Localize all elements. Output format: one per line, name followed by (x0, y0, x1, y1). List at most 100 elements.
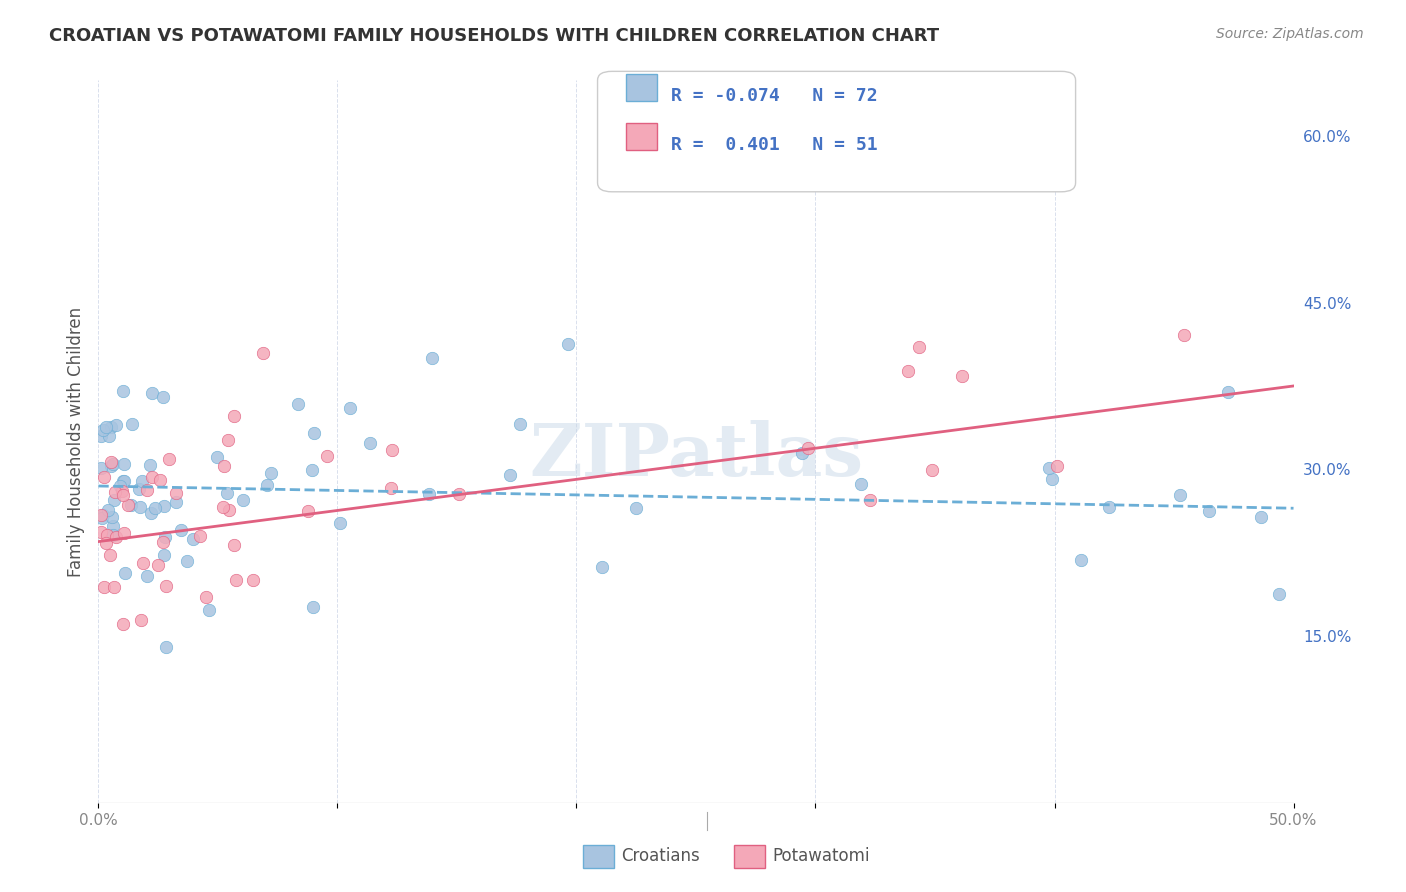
Point (105, 530, 128, 544)
Point (165, 495, 187, 509)
Point (224, 409, 246, 423)
Point (924, 162, 946, 177)
Point (212, 500, 235, 514)
Point (797, 441, 820, 455)
Point (152, 390, 174, 404)
Point (139, 506, 162, 520)
Point (100, 419, 122, 434)
Point (256, 478, 278, 492)
Point (302, 600, 325, 615)
Text: R =  0.401   N = 51: R = 0.401 N = 51 (671, 136, 877, 153)
Point (215, 485, 238, 500)
Point (129, 500, 152, 514)
Text: Croatians: Croatians (621, 847, 700, 865)
Point (152, 534, 174, 549)
Point (112, 525, 135, 540)
Point (94, 420, 117, 434)
Text: R = -0.074   N = 72: R = -0.074 N = 72 (671, 87, 877, 104)
Point (232, 493, 254, 508)
Point (849, 477, 872, 491)
Point (132, 557, 155, 571)
Point (420, 351, 443, 366)
Point (181, 532, 204, 546)
Point (101, 510, 124, 524)
Point (218, 503, 240, 517)
Point (97, 503, 120, 517)
Point (1040, 472, 1063, 486)
Point (1098, 500, 1121, 514)
Point (509, 417, 531, 431)
Text: CROATIAN VS POTAWATOMI FAMILY HOUSEHOLDS WITH CHILDREN CORRELATION CHART: CROATIAN VS POTAWATOMI FAMILY HOUSEHOLDS… (49, 27, 939, 45)
Point (1070, 553, 1092, 567)
Point (131, 474, 153, 488)
Point (121, 417, 143, 431)
Point (110, 484, 132, 499)
Point (120, 498, 142, 512)
Point (176, 554, 198, 568)
Point (141, 470, 163, 484)
Point (100, 458, 122, 473)
Point (149, 473, 172, 487)
Point (128, 482, 150, 496)
Point (98, 429, 121, 443)
Point (101, 528, 124, 542)
Point (96, 527, 118, 541)
Point (153, 499, 176, 513)
Point (90, 510, 112, 524)
Point (94, 535, 117, 549)
Point (1218, 384, 1240, 399)
Point (499, 468, 522, 483)
Point (155, 579, 177, 593)
Point (381, 443, 404, 458)
Point (224, 538, 246, 552)
Point (1038, 460, 1060, 475)
Point (112, 488, 135, 502)
Point (90, 525, 112, 540)
Point (557, 337, 579, 351)
Point (921, 463, 943, 477)
Point (591, 559, 613, 574)
Point (1250, 510, 1272, 524)
Point (114, 566, 136, 580)
Point (129, 613, 152, 627)
Point (897, 364, 920, 378)
Point (1173, 328, 1195, 343)
Point (155, 640, 177, 655)
Point (1198, 504, 1220, 518)
Y-axis label: Family Households with Children: Family Households with Children (66, 307, 84, 576)
Point (141, 386, 163, 401)
Point (624, 500, 647, 515)
Point (100, 455, 122, 469)
Point (148, 558, 170, 573)
Point (1046, 459, 1069, 474)
Point (449, 487, 471, 501)
Point (104, 484, 127, 499)
Point (112, 617, 135, 632)
Point (188, 529, 211, 543)
Point (103, 580, 125, 594)
Point (1170, 488, 1192, 502)
Point (153, 548, 176, 562)
Point (1268, 587, 1291, 601)
Point (170, 524, 193, 538)
Point (117, 498, 139, 512)
Point (212, 458, 235, 473)
Point (135, 483, 157, 497)
Point (98, 548, 121, 562)
Point (155, 530, 177, 544)
Point (195, 590, 218, 604)
Point (339, 401, 361, 415)
Point (908, 340, 931, 354)
Point (380, 481, 402, 495)
Point (242, 574, 264, 588)
Text: Potawatomi: Potawatomi (772, 847, 869, 865)
Point (136, 569, 159, 583)
Point (165, 486, 187, 500)
Point (93, 580, 115, 594)
Point (316, 450, 339, 464)
Point (301, 463, 323, 477)
Point (91, 508, 114, 523)
Point (93, 470, 115, 484)
Point (114, 458, 136, 472)
Point (197, 602, 219, 616)
